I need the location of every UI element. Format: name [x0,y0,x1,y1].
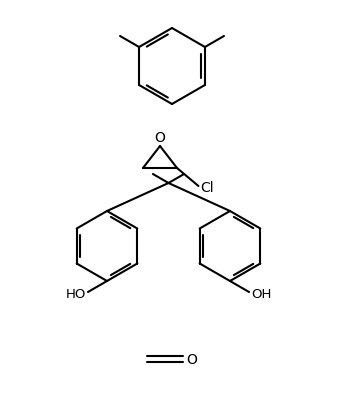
Text: O: O [186,352,197,366]
Text: Cl: Cl [200,180,214,194]
Text: O: O [155,131,166,145]
Text: OH: OH [251,288,272,301]
Text: HO: HO [66,288,86,301]
